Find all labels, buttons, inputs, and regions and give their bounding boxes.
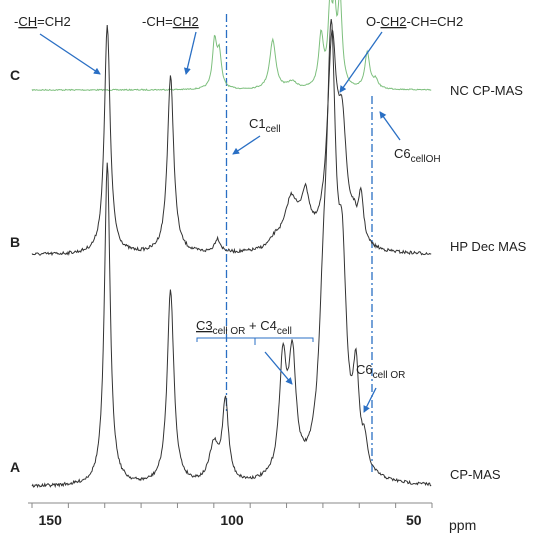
arrow-c3-c4-cell xyxy=(264,351,293,385)
trace-letter-c: C xyxy=(10,67,20,83)
annotation-c6-cell-or: C6cell OR xyxy=(356,362,405,381)
arrow-vinyl-ch2 xyxy=(183,31,197,75)
annotation-allyl-och2: O-CH2-CH=CH2 xyxy=(366,14,463,29)
x-tick-label: 150 xyxy=(39,512,63,528)
trace-letter-a: A xyxy=(10,459,20,475)
x-tick-label: 50 xyxy=(406,512,422,528)
annotation-c6-cell-oh: C6cellOH xyxy=(394,146,441,165)
arrow-vinyl-ch xyxy=(39,33,101,75)
arrow-c1-cell xyxy=(232,135,261,155)
trace-letter-b: B xyxy=(10,234,20,250)
arrow-c6-cell-or xyxy=(363,387,377,413)
spectrum-trace-hp-dec-mas xyxy=(31,24,432,257)
x-axis: 150 100 50 xyxy=(28,502,433,528)
series-name-cp-mas: CP-MAS xyxy=(450,467,501,482)
series-name-nc-cp-mas: NC CP-MAS xyxy=(450,83,523,98)
arrow-allyl-och2 xyxy=(339,31,383,93)
annotation-c1-cell: C1cell xyxy=(249,116,281,135)
annotation-vinyl-ch: -CH=CH2 xyxy=(14,14,71,29)
series-name-hp-dec-mas: HP Dec MAS xyxy=(450,239,527,254)
annotation-vinyl-ch2: -CH=CH2 xyxy=(142,14,199,29)
arrow-c6-cell-oh xyxy=(379,111,401,141)
spectrum-trace-cp-mas xyxy=(31,19,432,489)
c3-c4-bracket xyxy=(196,337,314,345)
spectrum-trace-nc-cp-mas xyxy=(31,0,432,92)
x-tick-label: 100 xyxy=(220,512,244,528)
annotation-c3-c4-cell: C3cell OR + C4cell xyxy=(196,318,292,337)
x-axis-label: ppm xyxy=(449,517,476,533)
